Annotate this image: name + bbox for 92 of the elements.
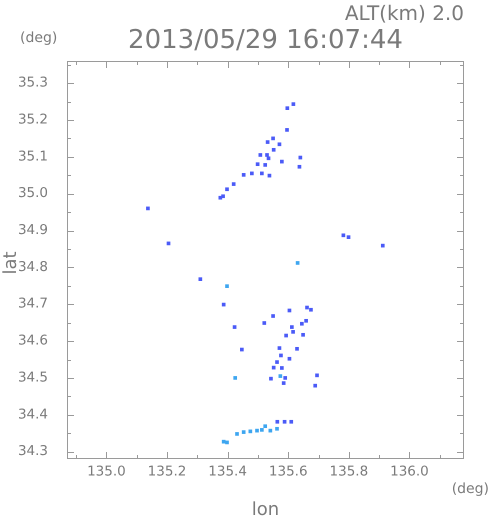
point <box>285 106 290 110</box>
point <box>313 384 318 388</box>
point <box>260 172 264 176</box>
point <box>346 235 350 239</box>
point <box>283 376 288 380</box>
y-tick-label: 35.3 <box>18 74 48 91</box>
point <box>290 325 294 329</box>
point <box>233 376 238 380</box>
point <box>284 334 288 338</box>
point <box>292 102 296 106</box>
point <box>225 187 229 192</box>
point <box>282 420 286 424</box>
chart-title: 2013/05/29 16:07:44 <box>128 25 403 55</box>
point <box>295 346 299 351</box>
x-tick-label: 135.2 <box>148 464 186 480</box>
point <box>266 140 270 144</box>
point <box>232 182 236 186</box>
point <box>272 366 276 370</box>
x-tick-label: 135.6 <box>268 464 308 480</box>
point <box>309 308 313 312</box>
point <box>342 233 346 238</box>
point <box>300 322 304 326</box>
point <box>265 153 269 157</box>
point <box>275 360 279 364</box>
point <box>305 306 309 310</box>
point <box>218 196 222 200</box>
point <box>255 428 259 432</box>
point <box>240 348 244 352</box>
point <box>288 308 292 312</box>
point <box>291 330 295 334</box>
y-tick-label: 35.1 <box>18 148 48 164</box>
point <box>288 356 292 361</box>
point <box>248 430 252 434</box>
point <box>278 374 282 378</box>
y-tick-label: 34.4 <box>18 406 48 422</box>
point <box>250 172 254 176</box>
point <box>282 381 286 385</box>
point <box>263 424 268 428</box>
point <box>235 432 239 436</box>
text: (deg) <box>20 30 58 46</box>
point <box>225 440 229 444</box>
y-tick-label: 34.6 <box>18 332 48 349</box>
point <box>296 261 300 265</box>
chart-subtitle: ALT(km) 2.0 <box>344 1 464 25</box>
point <box>260 428 264 432</box>
point <box>278 142 282 146</box>
point <box>315 374 319 378</box>
y-tick-label: 34.9 <box>18 222 48 238</box>
point <box>268 174 272 178</box>
point <box>269 376 273 380</box>
point <box>380 244 385 248</box>
y-tick-label: 34.5 <box>18 369 48 386</box>
point <box>271 314 275 318</box>
point <box>272 148 276 152</box>
x-tick-label: 135.4 <box>208 464 247 480</box>
point <box>285 128 289 132</box>
point <box>225 284 229 288</box>
point <box>256 162 260 166</box>
point <box>198 277 202 281</box>
point <box>232 325 236 329</box>
y-tick-label: 34.7 <box>18 296 48 312</box>
point <box>275 420 280 424</box>
point <box>268 428 272 432</box>
x-tick-label: 136.0 <box>390 464 429 480</box>
point <box>266 156 270 160</box>
point <box>166 242 170 246</box>
point <box>289 420 294 424</box>
y-tick-label: 34.3 <box>18 443 48 460</box>
x-axis-title: lon <box>252 499 280 520</box>
x-tick-label: 135.8 <box>330 464 368 480</box>
point <box>146 206 150 210</box>
y-tick-label: 35.2 <box>18 111 48 128</box>
point <box>258 153 262 157</box>
point <box>275 426 279 431</box>
point <box>280 160 284 164</box>
point <box>280 366 284 370</box>
point <box>304 318 308 323</box>
point <box>242 173 246 177</box>
point <box>271 136 275 140</box>
point <box>222 302 226 306</box>
point <box>263 163 268 167</box>
y-tick-label: 35.0 <box>18 185 48 202</box>
point <box>301 332 305 337</box>
point <box>278 346 282 350</box>
point <box>242 430 246 434</box>
y-tick-label: 34.8 <box>18 258 48 275</box>
point <box>298 156 302 160</box>
point <box>262 321 266 325</box>
point <box>298 164 302 169</box>
x-tick-label: 135.0 <box>87 464 126 480</box>
point <box>279 354 283 358</box>
text: (deg) <box>452 481 489 497</box>
